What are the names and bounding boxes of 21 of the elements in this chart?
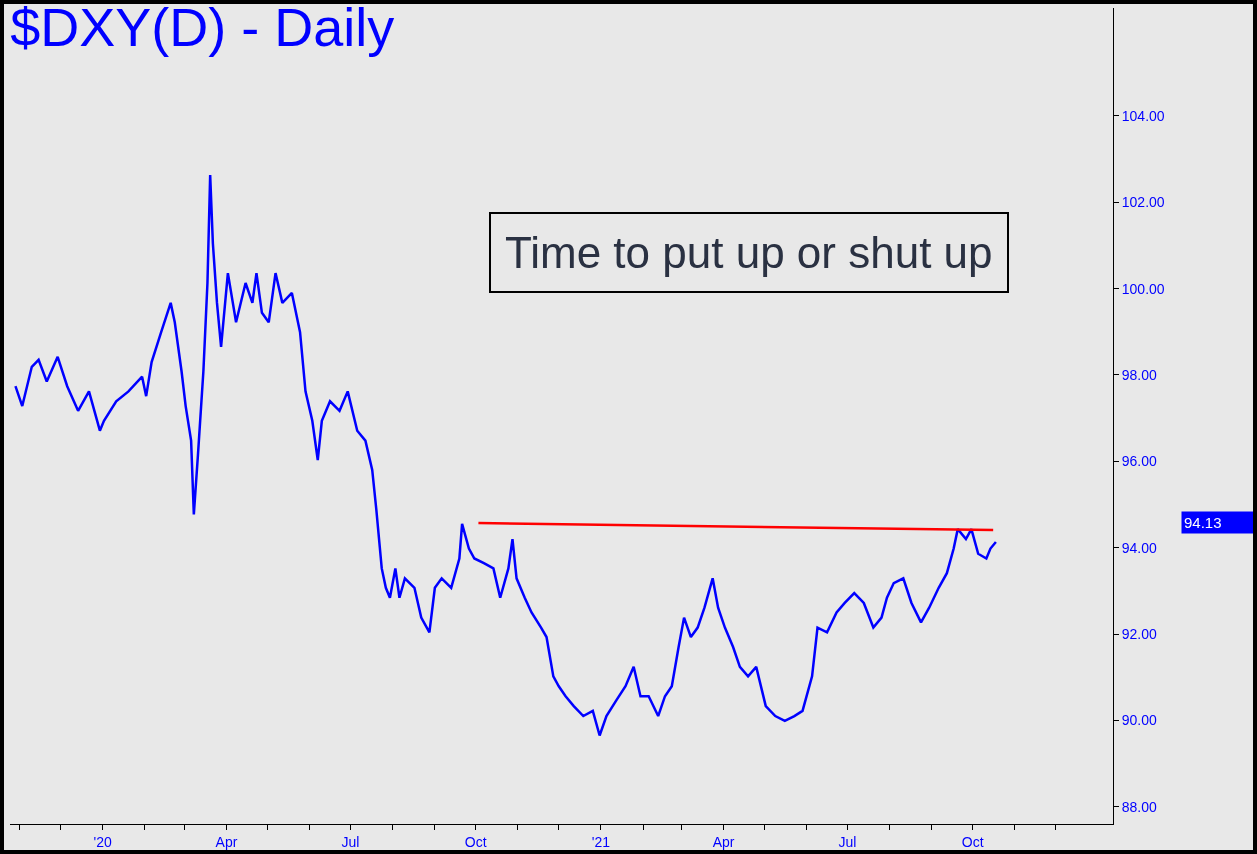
x-tick-label: Apr bbox=[215, 833, 238, 850]
x-tick-label: Oct bbox=[961, 833, 984, 850]
y-tick-label: 100.00 bbox=[1121, 280, 1165, 297]
y-tick-label: 98.00 bbox=[1121, 366, 1158, 383]
x-tick-label: Oct bbox=[464, 833, 487, 850]
line-series bbox=[14, 173, 998, 737]
chart-title: $DXY(D) - Daily bbox=[10, 0, 395, 58]
y-tick-label: 88.00 bbox=[1121, 798, 1158, 815]
y-tick-label: 92.00 bbox=[1121, 625, 1158, 642]
x-tick-label: Apr bbox=[712, 833, 735, 850]
x-tick-label: '21 bbox=[591, 833, 611, 850]
annotation: Time to put up or shut up bbox=[505, 228, 993, 277]
x-tick-label: Jul bbox=[341, 833, 360, 850]
y-tick-label: 96.00 bbox=[1121, 453, 1158, 470]
x-tick-label: Jul bbox=[838, 833, 857, 850]
y-tick-label: 102.00 bbox=[1121, 194, 1165, 211]
y-tick-label: 94.00 bbox=[1121, 539, 1158, 556]
x-tick-label: '20 bbox=[93, 833, 112, 850]
y-tick-label: 104.00 bbox=[1121, 107, 1165, 124]
y-tick-label: 90.00 bbox=[1121, 712, 1158, 729]
text: 94.13 bbox=[1184, 514, 1222, 531]
